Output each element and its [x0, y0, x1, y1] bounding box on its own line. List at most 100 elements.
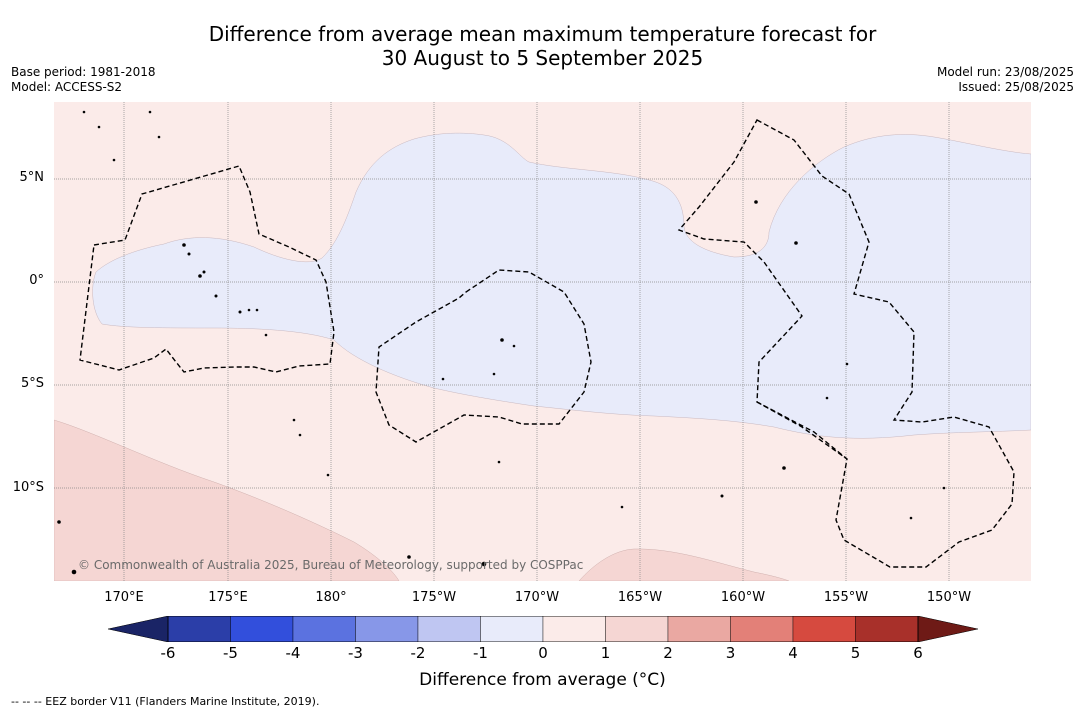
colorbar-svg [107, 615, 979, 643]
colorbar-tick-label: 1 [600, 644, 611, 662]
island [112, 158, 116, 162]
eez-phoenix-islands [375, 269, 592, 443]
colorbar-under-arrow [107, 615, 169, 643]
colorbar-cell [730, 615, 794, 643]
base-period: Base period: 1981-2018 [11, 65, 156, 79]
colorbar-cell [542, 615, 606, 643]
island [182, 243, 186, 247]
island [71, 569, 77, 575]
island [407, 555, 411, 559]
colorbar-tick-label: -1 [473, 644, 488, 662]
colorbar-cells [167, 615, 919, 643]
island [909, 516, 913, 520]
colorbar-cell [167, 615, 231, 643]
title-line-1: Difference from average mean maximum tem… [208, 22, 877, 46]
island [202, 270, 206, 274]
island [148, 110, 152, 114]
run-info: Model run: 23/08/2025 Issued: 25/08/2025 [937, 65, 1074, 95]
colorbar-tick-label: -6 [160, 644, 176, 662]
colorbar-cell [605, 615, 669, 643]
eez-borders [79, 119, 1015, 568]
island [264, 333, 268, 337]
island [82, 110, 86, 114]
eez-legend: -- -- -- EEZ border V11 (Flanders Marine… [11, 695, 320, 708]
eez-kiribati-gilberts [79, 165, 335, 373]
map-svg [54, 102, 1031, 581]
colorbar-cell [417, 615, 481, 643]
lat-label-10s: 10°S [12, 480, 44, 495]
lon-label-175e: 175°E [208, 590, 248, 605]
island [298, 433, 302, 437]
title-line-2: 30 August to 5 September 2025 [381, 46, 704, 70]
lon-label-180: 180° [315, 590, 347, 605]
island [497, 460, 501, 464]
colorbar-tick-label: 5 [850, 644, 861, 662]
lon-label-170w: 170°W [514, 590, 560, 605]
island [481, 561, 487, 567]
map-panel [54, 102, 1031, 581]
contour-1-2-south [578, 548, 790, 581]
lon-label-150w: 150°W [926, 590, 972, 605]
island [97, 125, 101, 129]
colorbar [107, 615, 979, 646]
island [845, 362, 849, 366]
eez-line-islands [677, 119, 1015, 568]
island [512, 344, 516, 348]
eez-line-segment [756, 401, 848, 460]
base-info: Base period: 1981-2018 Model: ACCESS-S2 [11, 65, 156, 95]
island [441, 377, 445, 381]
colorbar-over-arrow [917, 615, 979, 643]
contour-neg-0-1 [92, 132, 1031, 439]
model-name: Model: ACCESS-S2 [11, 80, 123, 94]
colorbar-label: Difference from average (°C) [419, 670, 666, 690]
island [247, 308, 251, 312]
colorbar-cell [355, 615, 419, 643]
island [292, 418, 296, 422]
colorbar-tick-label: 2 [663, 644, 673, 662]
island [198, 274, 202, 278]
colorbar-tick-label: -3 [348, 644, 363, 662]
colorbar-tick-label: 0 [538, 644, 548, 662]
contour-1-2-southwest [54, 419, 400, 581]
island [942, 486, 946, 490]
island [157, 135, 161, 139]
colorbar-tick-label: -4 [285, 644, 301, 662]
issued-date: Issued: 25/08/2025 [958, 80, 1074, 94]
lon-label-160w: 160°W [720, 590, 766, 605]
colorbar-tick-label: 3 [725, 644, 736, 662]
island [214, 294, 218, 298]
chart-title: Difference from average mean maximum tem… [0, 22, 1085, 70]
island [57, 520, 61, 524]
island [238, 310, 242, 314]
gridlines [54, 102, 1031, 581]
colorbar-tick-label: 6 [913, 644, 923, 662]
lon-label-165w: 165°W [617, 590, 663, 605]
island [187, 252, 191, 256]
island [720, 494, 724, 498]
copyright-notice: © Commonwealth of Australia 2025, Bureau… [78, 558, 584, 572]
colorbar-tick-label: -2 [410, 644, 426, 662]
colorbar-tick-label: -5 [223, 644, 238, 662]
lon-label-170e: 170°E [104, 590, 144, 605]
island [326, 473, 330, 477]
island [794, 241, 798, 245]
colorbar-cell [792, 615, 856, 643]
island [754, 200, 758, 204]
lat-label-0: 0° [29, 273, 44, 288]
colorbar-cell [855, 615, 919, 643]
lat-label-5n: 5°N [19, 170, 45, 185]
model-run: Model run: 23/08/2025 [936, 65, 1074, 79]
island [255, 308, 259, 312]
lon-label-155w: 155°W [823, 590, 869, 605]
lat-label-5s: 5°S [20, 376, 44, 391]
colorbar-cell [292, 615, 356, 643]
island [825, 396, 829, 400]
island [782, 466, 786, 470]
island [492, 372, 496, 376]
colorbar-cell [667, 615, 731, 643]
island [620, 505, 624, 509]
colorbar-cell [230, 615, 294, 643]
islands [57, 110, 946, 575]
colorbar-cell [480, 615, 544, 643]
lon-label-175w: 175°W [411, 590, 457, 605]
